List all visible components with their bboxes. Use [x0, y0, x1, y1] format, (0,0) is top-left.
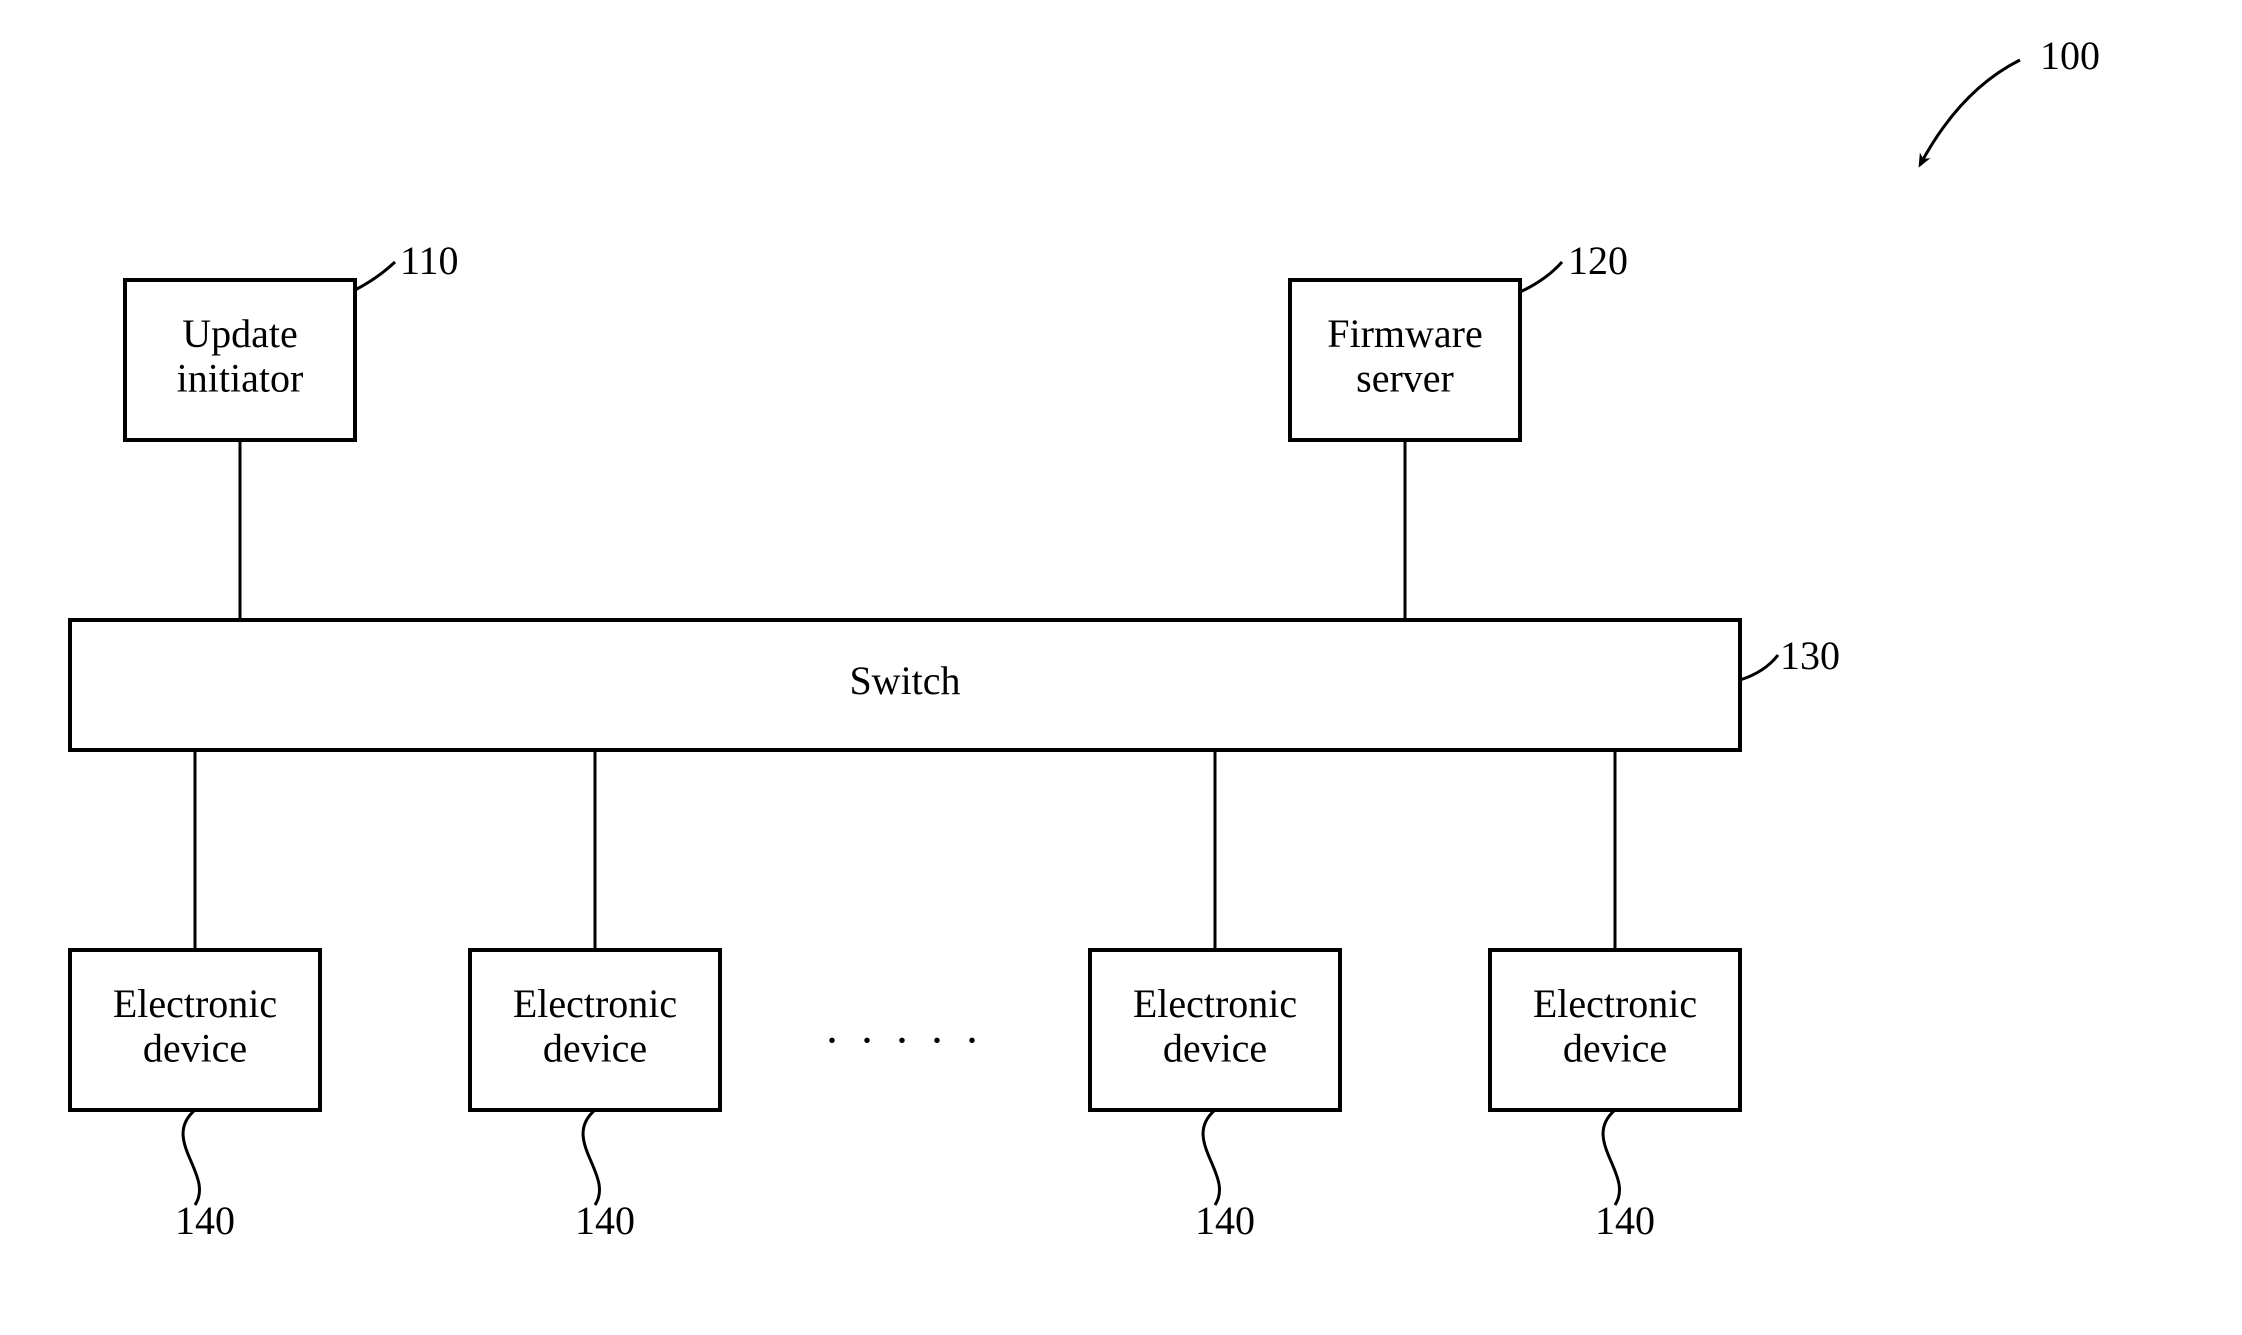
system-ref-label: 100: [2040, 33, 2100, 78]
block-diagram: 100 Updateinitiator 110 Firmwareserver 120 Sw…: [0, 0, 2242, 1335]
lead-dev2: [583, 1110, 599, 1205]
ref-dev1: 140: [175, 1198, 235, 1243]
ellipsis: . . . . .: [826, 1002, 984, 1053]
node-dev2-label-line1: device: [543, 1026, 647, 1071]
node-dev1-label-line0: Electronic: [113, 981, 277, 1026]
node-switch-label-line0: Switch: [849, 658, 960, 703]
node-dev2-label-line0: Electronic: [513, 981, 677, 1026]
ref-update_initiator: 110: [400, 238, 459, 283]
ref-dev3: 140: [1195, 1198, 1255, 1243]
lead-firmware_server: [1520, 262, 1562, 292]
ref-dev2: 140: [575, 1198, 635, 1243]
node-dev1-label-line1: device: [143, 1026, 247, 1071]
ref-firmware_server: 120: [1568, 238, 1628, 283]
node-dev4-label-line1: device: [1563, 1026, 1667, 1071]
node-firmware_server-label-line1: server: [1356, 356, 1454, 401]
node-dev3-label-line0: Electronic: [1133, 981, 1297, 1026]
lead-update_initiator: [355, 262, 395, 290]
lead-dev1: [183, 1110, 199, 1205]
node-dev3-label-line1: device: [1163, 1026, 1267, 1071]
lead-switch: [1740, 655, 1778, 680]
lead-dev4: [1603, 1110, 1619, 1205]
node-firmware_server-label-line0: Firmware: [1327, 311, 1483, 356]
ref-dev4: 140: [1595, 1198, 1655, 1243]
node-dev4-label-line0: Electronic: [1533, 981, 1697, 1026]
node-update_initiator-label-line0: Update: [182, 311, 298, 356]
system-arrow: [1920, 60, 2020, 165]
node-update_initiator-label-line1: initiator: [177, 356, 304, 401]
lead-dev3: [1203, 1110, 1219, 1205]
ref-switch: 130: [1780, 633, 1840, 678]
